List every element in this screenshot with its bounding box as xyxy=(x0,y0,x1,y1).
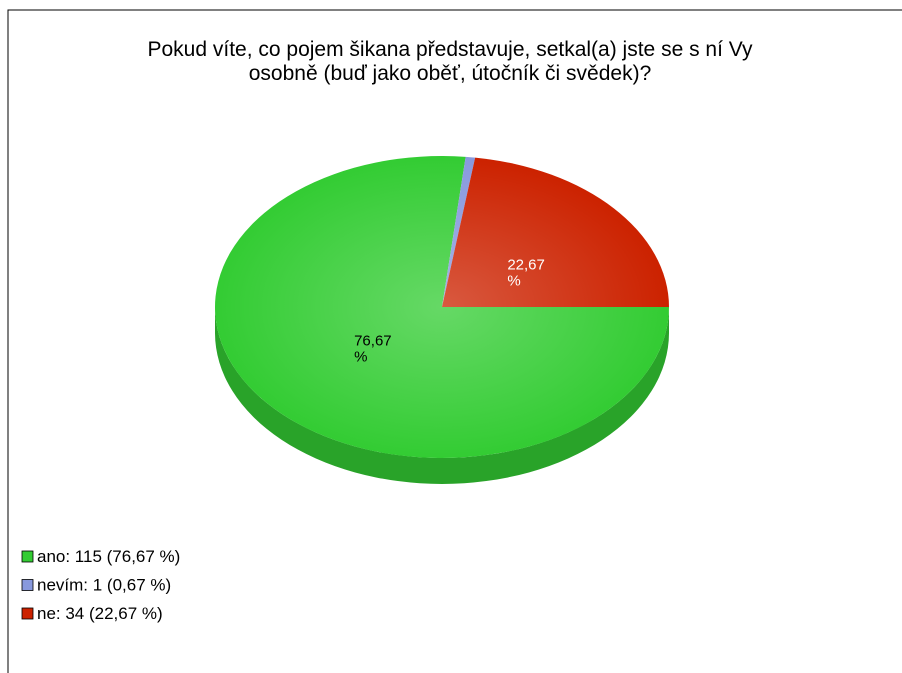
legend-label: ne: 34 (22,67 %) xyxy=(37,604,163,623)
legend-label: nevím: 1 (0,67 %) xyxy=(37,576,171,595)
chart-title: Pokud víte, co pojem šikana představuje,… xyxy=(147,38,753,61)
legend-swatch xyxy=(21,550,34,563)
data-label: 22,67% xyxy=(507,257,545,290)
legend-label: ano: 115 (76,67 %) xyxy=(37,547,180,566)
legend-swatch xyxy=(21,579,34,591)
frame xyxy=(7,9,902,673)
pie-side xyxy=(215,307,669,484)
data-label: 76,67% xyxy=(354,332,392,365)
chart-title: osobně (buď jako oběť, útočník či svědek… xyxy=(249,62,652,85)
legend-swatch xyxy=(21,607,34,620)
pie-shine xyxy=(215,156,669,458)
